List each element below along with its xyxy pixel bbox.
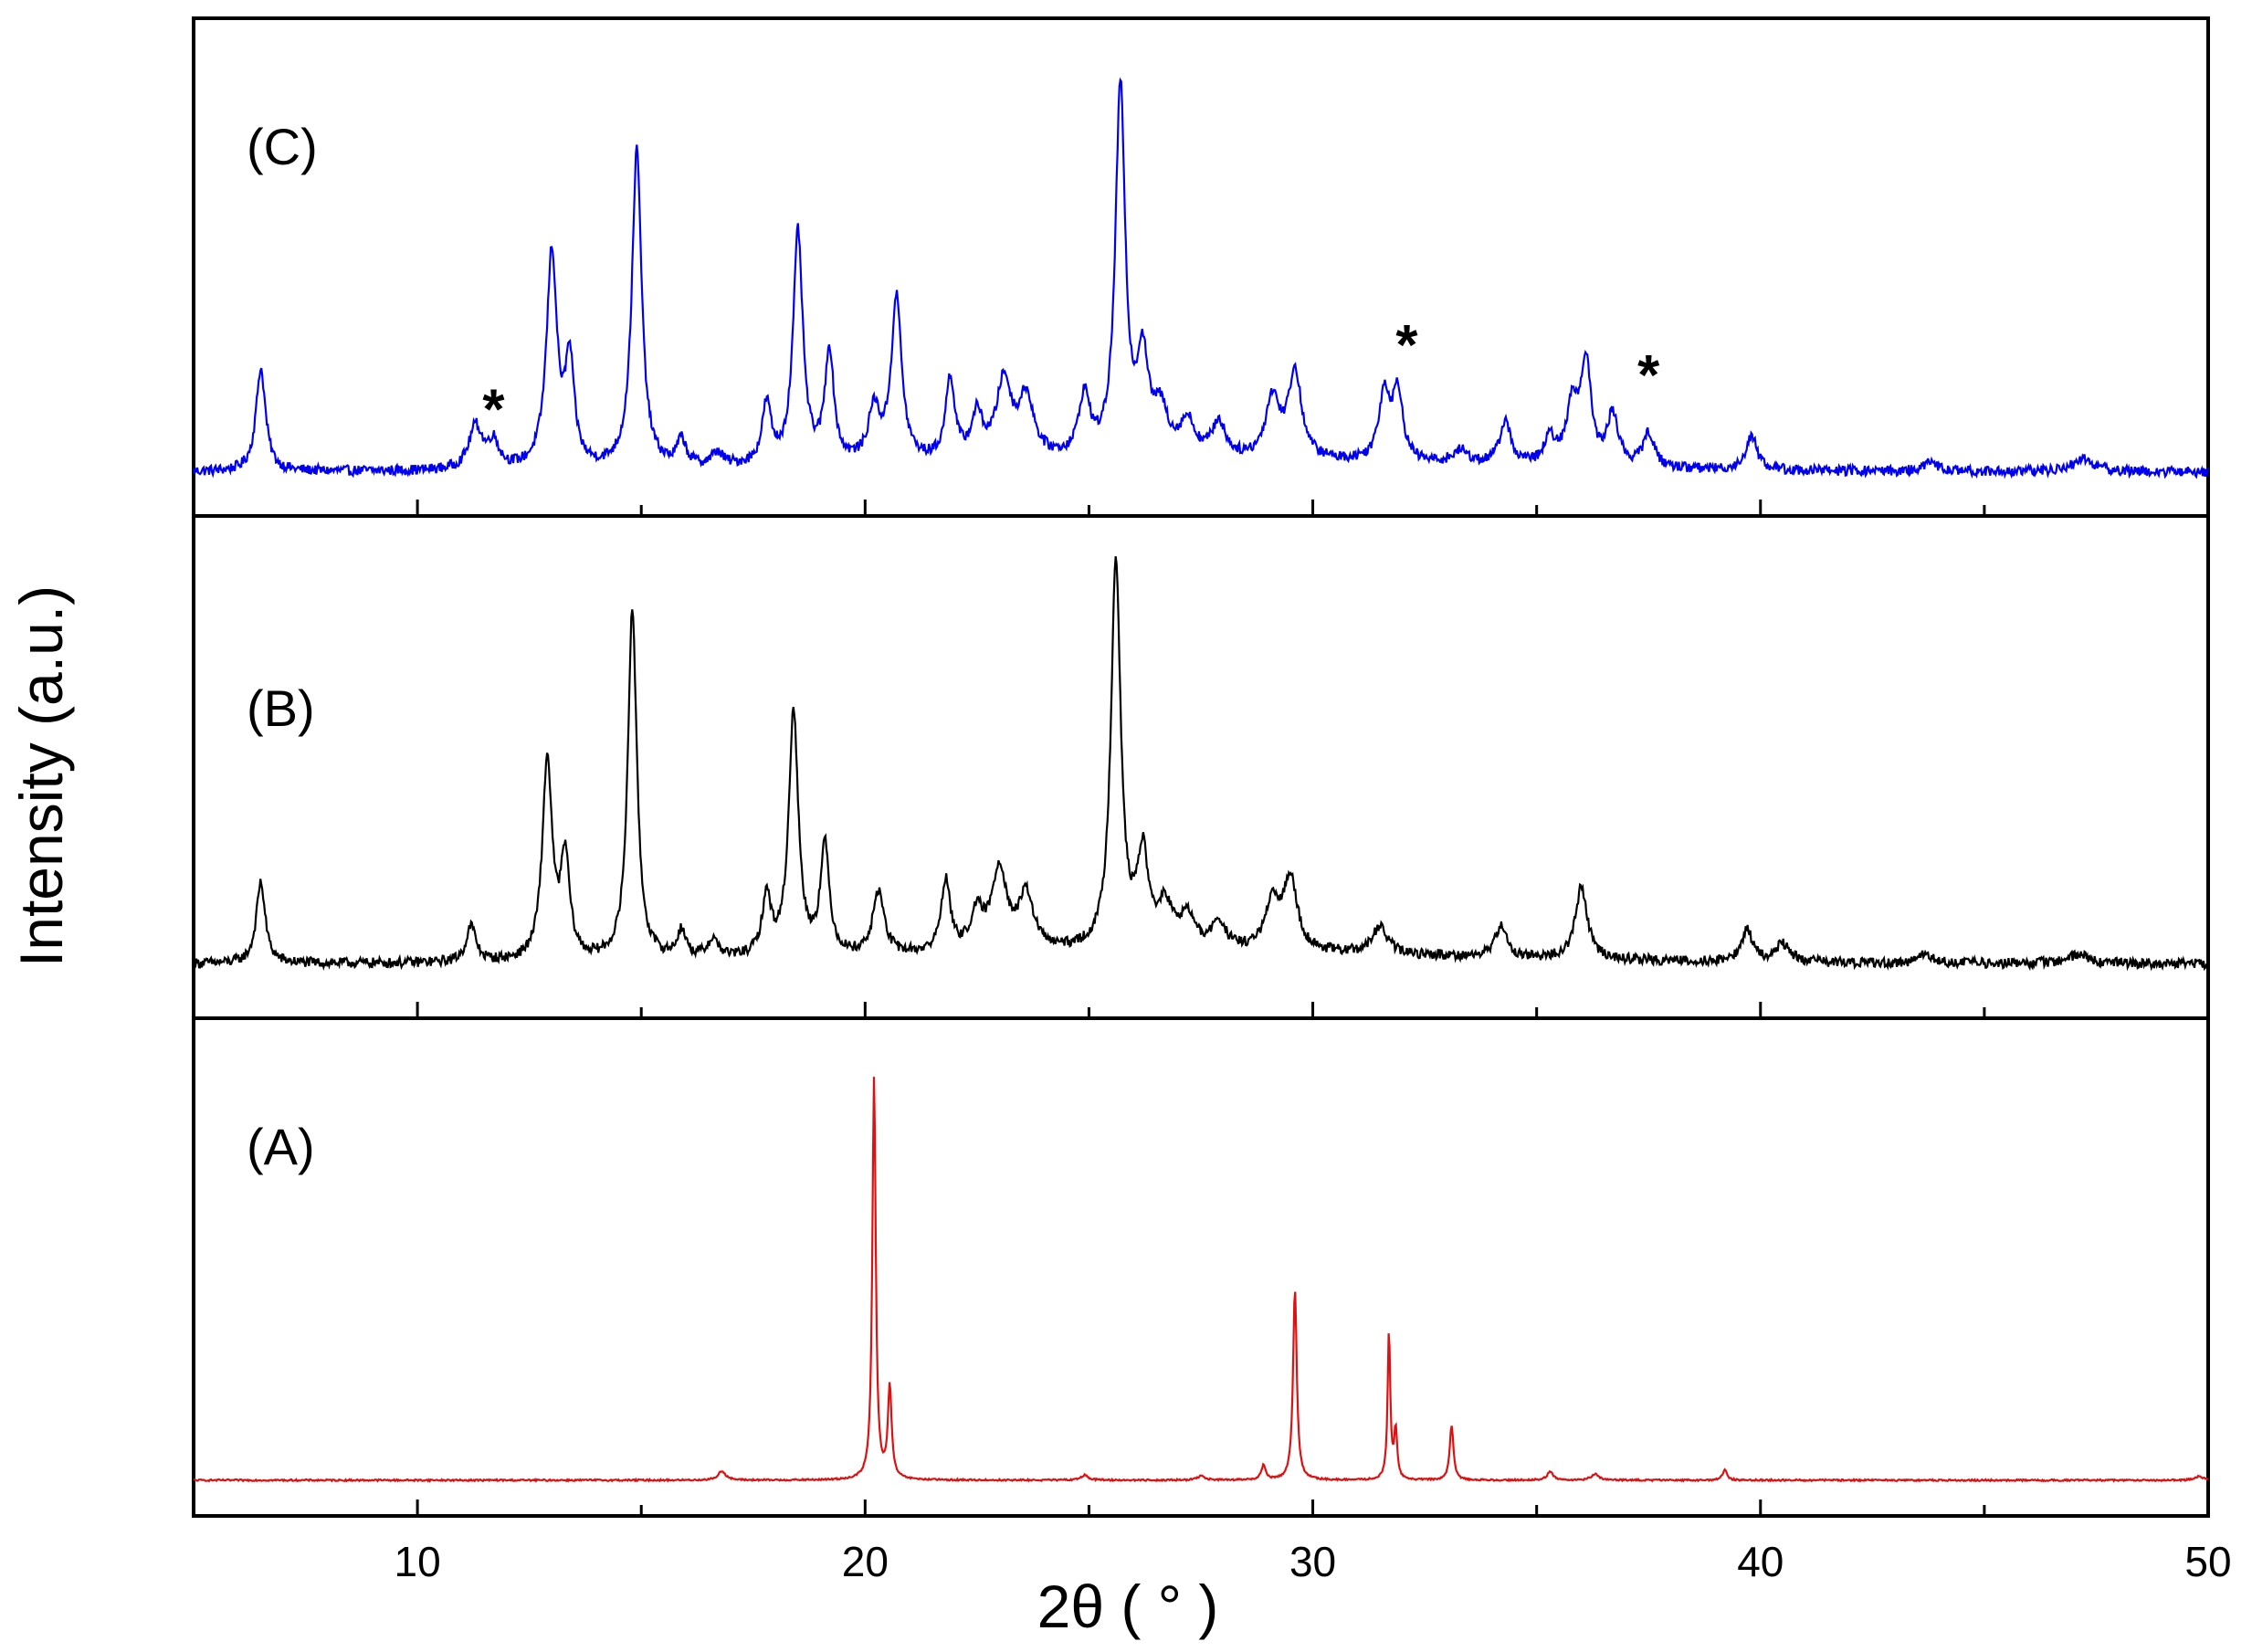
x-tick-label: 10 — [395, 1538, 441, 1585]
peak-marker: * — [1395, 314, 1418, 377]
peak-marker: * — [482, 379, 505, 442]
panel-frame — [192, 514, 2210, 1020]
panel-label: (B) — [247, 679, 315, 737]
x-tick-label: 20 — [842, 1538, 889, 1585]
x-tick-label: 30 — [1289, 1538, 1336, 1585]
series-line — [193, 1077, 2209, 1483]
panel-b: (B) — [192, 514, 2210, 1020]
peak-marker: * — [1637, 344, 1660, 407]
x-tick-label: 50 — [2184, 1538, 2231, 1585]
panel-c: (C) * * * — [192, 16, 2210, 518]
panel-frame — [192, 1016, 2210, 1518]
panel-label: (C) — [247, 118, 318, 175]
panel-a: (A) — [192, 1016, 2210, 1518]
plot-panels: (C) * * * (B) (A) 10 20 30 40 50 — [192, 16, 2232, 1585]
y-axis-label: Intensity (a.u.) — [7, 585, 75, 967]
series-line — [192, 77, 2210, 479]
x-axis-label: 2θ ( ° ) — [1037, 1573, 1219, 1640]
x-tick-label: 40 — [1737, 1538, 1784, 1585]
series-line — [192, 556, 2209, 972]
panel-label: (A) — [247, 1118, 315, 1175]
